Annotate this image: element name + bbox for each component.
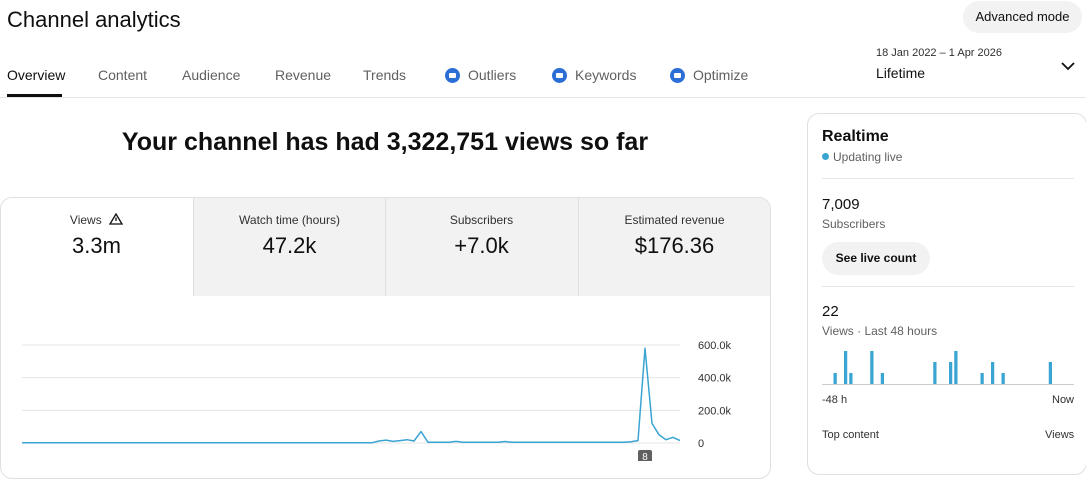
bar: [870, 351, 874, 384]
views-line: [22, 347, 681, 444]
bar: [849, 373, 853, 384]
dropdown-icon[interactable]: [1060, 58, 1076, 74]
metric-label[interactable]: Subscribers: [449, 213, 514, 227]
bar: [954, 351, 958, 384]
tab[interactable]: Revenue: [275, 67, 332, 83]
metric-value: $176.36: [634, 233, 715, 258]
bar: [949, 362, 953, 384]
bar: [880, 373, 884, 384]
subscriber-count: 7,009: [822, 196, 860, 213]
iq-icon: [445, 68, 460, 83]
top-content-label: Top content: [822, 429, 879, 441]
live-count-button[interactable]: See live count: [822, 242, 930, 275]
tab[interactable]: Overview: [7, 67, 66, 83]
iq-icon: [552, 68, 567, 83]
tab[interactable]: Optimize: [693, 67, 749, 83]
realtime-title: Realtime: [822, 128, 889, 145]
realtime-card: [807, 113, 1086, 475]
bar: [991, 362, 995, 384]
realtime-chart: [822, 351, 1074, 385]
metric-label[interactable]: Watch time (hours): [239, 213, 340, 227]
page-title: Channel analytics: [7, 7, 181, 32]
realtime-status: Updating live: [833, 150, 903, 164]
tab[interactable]: Content: [98, 67, 148, 83]
tab[interactable]: Keywords: [575, 67, 637, 83]
video-marker: [638, 450, 652, 461]
tab[interactable]: Trends: [363, 67, 407, 83]
y-tick-label: 400.0k: [698, 373, 732, 385]
views-label: Views · Last 48 hours: [822, 324, 938, 338]
axis-end-label: Now: [1052, 394, 1075, 406]
y-tick-label: 200.0k: [698, 405, 732, 417]
headline: Your channel has had 3,322,751 views so …: [121, 128, 649, 156]
separator: [193, 198, 194, 296]
tab[interactable]: Outliers: [468, 67, 517, 83]
video-marker-count: 8: [642, 452, 648, 461]
metric-value: 47.2k: [262, 233, 317, 258]
bar: [844, 351, 848, 384]
metric-label[interactable]: Estimated revenue: [624, 213, 725, 227]
live-dot: [822, 153, 829, 160]
divider: [822, 286, 1074, 287]
bar: [1001, 373, 1005, 384]
separator: [578, 198, 579, 296]
period[interactable]: Lifetime: [876, 65, 926, 81]
metric-label[interactable]: Views: [0, 212, 193, 227]
tab[interactable]: Audience: [182, 67, 241, 83]
metrics-card: [0, 197, 771, 479]
tab-indicator: [7, 94, 62, 97]
bar: [933, 362, 937, 384]
bar: [1048, 362, 1052, 384]
top-content-metric: Views: [1045, 429, 1075, 441]
advanced-mode-button[interactable]: Advanced mode: [963, 1, 1082, 33]
subscriber-label: Subscribers: [822, 217, 886, 231]
warning-icon: [108, 212, 124, 225]
iq-icon: [670, 68, 685, 83]
bar: [980, 373, 984, 384]
views-count: 22: [822, 303, 839, 320]
separator: [385, 198, 386, 296]
tab-background: [194, 198, 770, 296]
bar: [833, 373, 837, 384]
divider: [822, 178, 1074, 179]
y-tick-label: 600.0k: [698, 340, 732, 352]
views-chart: 0 200.0k 400.0k 600.0k 8: [22, 340, 732, 461]
metric-label-text: Views: [69, 213, 102, 227]
y-tick-label: 0: [698, 438, 704, 450]
date-range: 18 Jan 2022 – 1 Apr 2026: [876, 47, 1002, 59]
divider: [0, 97, 1086, 98]
metric-value: +7.0k: [454, 233, 509, 258]
axis-start-label: -48 h: [822, 394, 848, 406]
metric-value: 3.3m: [72, 233, 121, 258]
